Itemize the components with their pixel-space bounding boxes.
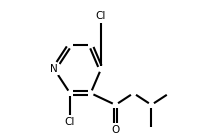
Text: Cl: Cl <box>96 11 106 21</box>
Text: Cl: Cl <box>65 117 75 127</box>
Text: O: O <box>111 125 120 135</box>
Text: N: N <box>50 64 58 74</box>
